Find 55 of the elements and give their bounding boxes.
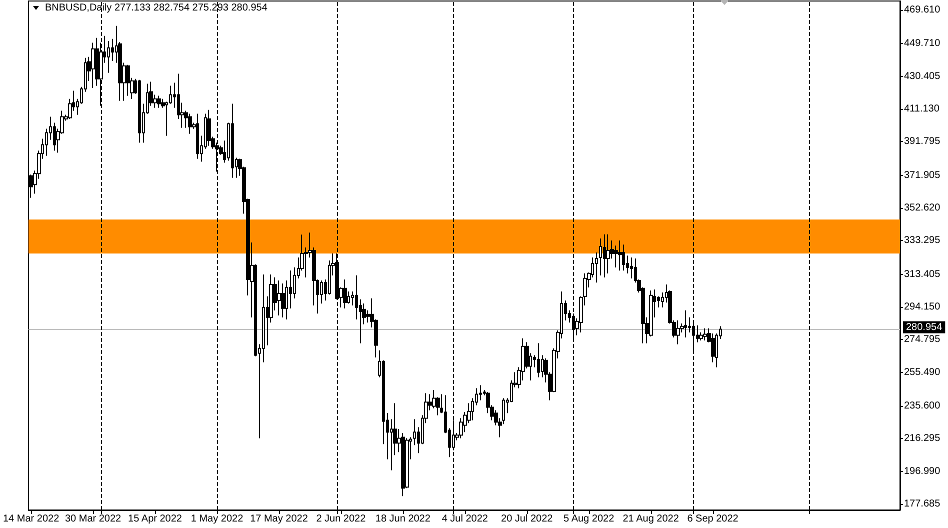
candlestick: [684, 310, 687, 338]
candlestick: [703, 328, 707, 341]
x-tick-label: 30 Mar 2022: [64, 514, 122, 524]
candlestick: [343, 278, 347, 309]
candlestick: [479, 384, 482, 401]
candlestick: [630, 256, 633, 279]
candlestick: [231, 103, 234, 178]
y-tick-label: 371.905: [904, 170, 941, 181]
y-tick-label: 469.610: [904, 4, 941, 16]
y-tick-label: 411.130: [904, 103, 940, 114]
y-tick-label: 313.405: [904, 268, 941, 280]
x-tick-label: 5 Aug 2022: [564, 514, 615, 524]
y-tick-label: 177.685: [904, 498, 941, 510]
y-tick-label: 333.295: [904, 235, 941, 246]
candlestick: [157, 95, 161, 108]
x-tick-label: 21 Aug 2022: [622, 514, 680, 524]
x-tick-label: 18 Jun 2022: [375, 514, 431, 524]
candlestick: [126, 64, 130, 96]
candlestick: [622, 244, 625, 271]
candlestick: [401, 432, 405, 497]
x-tick-label: 1 May 2022: [190, 514, 244, 524]
candlestick: [676, 320, 680, 345]
y-tick-label: 352.620: [904, 202, 941, 214]
candlestick: [207, 109, 211, 146]
candlestick: [196, 113, 199, 160]
x-tick-label: 15 Apr 2022: [128, 514, 182, 524]
candlestick: [599, 238, 602, 276]
y-tick-label: 391.795: [904, 136, 941, 148]
x-tick-label: 17 May 2022: [250, 514, 308, 524]
candlestick: [107, 40, 110, 74]
candlestick: [281, 283, 285, 318]
chart-title: BNBUSD,Daily 277.133 282.754 275.293 280.954: [45, 2, 268, 14]
y-tick-label: 430.405: [904, 70, 941, 82]
x-tick-label: 6 Sep 2022: [687, 514, 739, 524]
candlestick: [91, 42, 95, 88]
candlestick: [618, 240, 622, 271]
y-tick-label: 216.295: [904, 433, 941, 444]
candlestick: [138, 79, 141, 144]
x-tick-label: 4 Jul 2022: [442, 514, 488, 524]
candlestick: [277, 280, 281, 316]
candlestick: [188, 113, 192, 134]
x-tick-label: 14 Mar 2022: [2, 514, 60, 524]
y-tick-label: 274.795: [904, 334, 941, 346]
candlestick: [595, 252, 598, 283]
ref-line-label: 280.954: [906, 322, 943, 333]
x-tick-label: 2 Jun 2022: [316, 514, 366, 524]
candlestick: [606, 234, 610, 274]
y-tick-label: 196.990: [904, 466, 941, 477]
y-tick-label: 235.600: [904, 400, 941, 412]
candlestick: [537, 342, 540, 378]
x-tick-label: 20 Jul 2022: [501, 514, 554, 524]
y-tick-label: 449.710: [904, 38, 941, 50]
y-tick-label: 294.150: [904, 301, 941, 312]
candlestick: [603, 234, 606, 278]
y-tick-label: 255.490: [904, 366, 941, 378]
